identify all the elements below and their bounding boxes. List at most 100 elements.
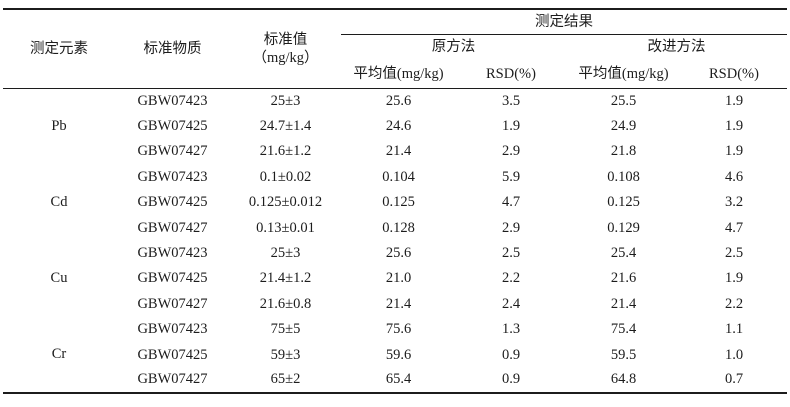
imp-rsd-cell: 3.2 <box>724 194 744 211</box>
header-row-methods: 原方法 改进方法 <box>3 34 787 60</box>
orig-mean-cell: 25.6 <box>385 92 412 109</box>
imp-mean-cell: 24.9 <box>610 118 637 135</box>
imp-rsd-cell: 1.0 <box>724 346 744 363</box>
orig-rsd-cell: 3.5 <box>501 92 521 109</box>
orig-rsd-cell: 5.9 <box>501 168 521 185</box>
orig-rsd-cell: 2.9 <box>501 219 521 236</box>
standard-value-cell: 59±3 <box>270 346 301 363</box>
material-cell: GBW07423 <box>137 168 208 185</box>
material-cell: GBW07423 <box>137 92 208 109</box>
orig-mean-cell: 25.6 <box>385 244 412 261</box>
table-body: Pb GBW07423 25±3 25.6 3.5 25.5 1.9 GBW07… <box>3 88 787 393</box>
imp-mean-cell: 21.4 <box>610 295 637 312</box>
imp-mean-cell: 59.5 <box>610 346 637 363</box>
header-standard-value-line2: （mg/kg） <box>252 49 319 66</box>
imp-mean-cell: 75.4 <box>610 321 637 338</box>
orig-mean-cell: 65.4 <box>385 371 412 388</box>
standard-value-cell: 25±3 <box>270 244 301 261</box>
header-standard-value-line1: 标准值 <box>263 31 308 48</box>
material-cell: GBW07427 <box>137 371 208 388</box>
table-header: 测定元素 标准物质 标准值 （mg/kg） 测定结果 原方法 改进方法 平均值(… <box>3 9 787 89</box>
header-element: 测定元素 <box>3 9 115 89</box>
imp-rsd-cell: 1.9 <box>724 270 744 287</box>
table-row: GBW07425 0.125±0.012 0.125 4.7 0.125 3.2 <box>3 190 787 215</box>
results-table: 测定元素 标准物质 标准值 （mg/kg） 测定结果 原方法 改进方法 平均值(… <box>3 8 787 394</box>
element-cell: Cd <box>50 194 68 211</box>
orig-rsd-cell: 0.9 <box>501 346 521 363</box>
header-row-results: 测定元素 标准物质 标准值 （mg/kg） 测定结果 <box>3 9 787 89</box>
standard-value-cell: 21.6±0.8 <box>259 295 312 312</box>
imp-rsd-cell: 2.5 <box>724 244 744 261</box>
orig-mean-cell: 21.0 <box>385 270 412 287</box>
material-cell: GBW07423 <box>137 321 208 338</box>
table-row: GBW07425 59±3 59.6 0.9 59.5 1.0 <box>3 342 787 367</box>
imp-mean-cell: 0.129 <box>607 219 640 236</box>
imp-mean-cell: 0.108 <box>607 168 640 185</box>
table-row: Cu GBW07423 25±3 25.6 2.5 25.4 2.5 <box>3 240 787 286</box>
table-row: GBW07427 21.6±1.2 21.4 2.9 21.8 1.9 <box>3 139 787 164</box>
header-orig-mean: 平均值(mg/kg) <box>341 60 456 89</box>
orig-mean-cell: 0.128 <box>382 219 415 236</box>
orig-rsd-cell: 2.2 <box>501 270 521 287</box>
element-cell: Cu <box>50 270 68 287</box>
orig-rsd-cell: 2.5 <box>501 244 521 261</box>
imp-mean-cell: 21.6 <box>610 270 637 287</box>
material-cell: GBW07425 <box>137 270 208 287</box>
table-row: GBW07427 65±2 65.4 0.9 64.8 0.7 <box>3 367 787 392</box>
material-cell: GBW07425 <box>137 194 208 211</box>
imp-mean-cell: 64.8 <box>610 371 637 388</box>
imp-rsd-cell: 1.1 <box>724 321 744 338</box>
orig-mean-cell: 21.4 <box>385 143 412 160</box>
standard-value-cell: 25±3 <box>270 92 301 109</box>
standard-value-cell: 24.7±1.4 <box>259 118 312 135</box>
orig-rsd-cell: 2.4 <box>501 295 521 312</box>
header-standard-value: 标准值 （mg/kg） <box>230 9 341 89</box>
imp-mean-cell: 21.8 <box>610 143 637 160</box>
imp-rsd-cell: 4.6 <box>724 168 744 185</box>
header-orig-rsd: RSD(%) <box>456 60 566 89</box>
header-results-group: 测定结果 <box>341 9 787 35</box>
header-row-sub: 平均值(mg/kg) RSD(%) 平均值(mg/kg) RSD(%) <box>3 60 787 89</box>
imp-rsd-cell: 1.9 <box>724 118 744 135</box>
imp-rsd-cell: 2.2 <box>724 295 744 312</box>
table-row: GBW07427 0.13±0.01 0.128 2.9 0.129 4.7 <box>3 215 787 240</box>
material-cell: GBW07425 <box>137 346 208 363</box>
standard-value-cell: 21.4±1.2 <box>259 270 312 287</box>
header-imp-rsd: RSD(%) <box>681 60 787 89</box>
header-original-method: 原方法 <box>431 39 476 56</box>
element-cell: Pb <box>51 118 67 135</box>
standard-value-cell: 21.6±1.2 <box>259 143 312 160</box>
orig-rsd-cell: 1.3 <box>501 321 521 338</box>
element-cell: Cr <box>51 346 67 363</box>
orig-mean-cell: 0.125 <box>382 194 415 211</box>
standard-value-cell: 75±5 <box>270 321 301 338</box>
imp-rsd-cell: 0.7 <box>724 371 744 388</box>
header-material: 标准物质 <box>115 9 230 89</box>
table-row: GBW07427 21.6±0.8 21.4 2.4 21.4 2.2 <box>3 291 787 316</box>
standard-value-cell: 0.13±0.01 <box>256 219 315 236</box>
table-row: GBW07425 21.4±1.2 21.0 2.2 21.6 1.9 <box>3 266 787 291</box>
orig-mean-cell: 21.4 <box>385 295 412 312</box>
imp-rsd-cell: 1.9 <box>724 92 744 109</box>
orig-mean-cell: 75.6 <box>385 321 412 338</box>
orig-mean-cell: 0.104 <box>382 168 415 185</box>
header-imp-mean: 平均值(mg/kg) <box>566 60 681 89</box>
standard-value-cell: 0.125±0.012 <box>248 194 323 211</box>
material-cell: GBW07427 <box>137 295 208 312</box>
orig-rsd-cell: 0.9 <box>501 371 521 388</box>
material-cell: GBW07427 <box>137 143 208 160</box>
imp-rsd-cell: 1.9 <box>724 143 744 160</box>
material-cell: GBW07427 <box>137 219 208 236</box>
imp-rsd-cell: 4.7 <box>724 219 744 236</box>
header-improved-method: 改进方法 <box>647 39 706 56</box>
orig-rsd-cell: 1.9 <box>501 118 521 135</box>
table-row: Cd GBW07423 0.1±0.02 0.104 5.9 0.108 4.6 <box>3 164 787 210</box>
orig-rsd-cell: 4.7 <box>501 194 521 211</box>
material-cell: GBW07423 <box>137 244 208 261</box>
table-row: GBW07425 24.7±1.4 24.6 1.9 24.9 1.9 <box>3 113 787 138</box>
imp-mean-cell: 25.4 <box>610 244 637 261</box>
standard-value-cell: 0.1±0.02 <box>259 168 312 185</box>
imp-mean-cell: 0.125 <box>607 194 640 211</box>
orig-mean-cell: 59.6 <box>385 346 412 363</box>
